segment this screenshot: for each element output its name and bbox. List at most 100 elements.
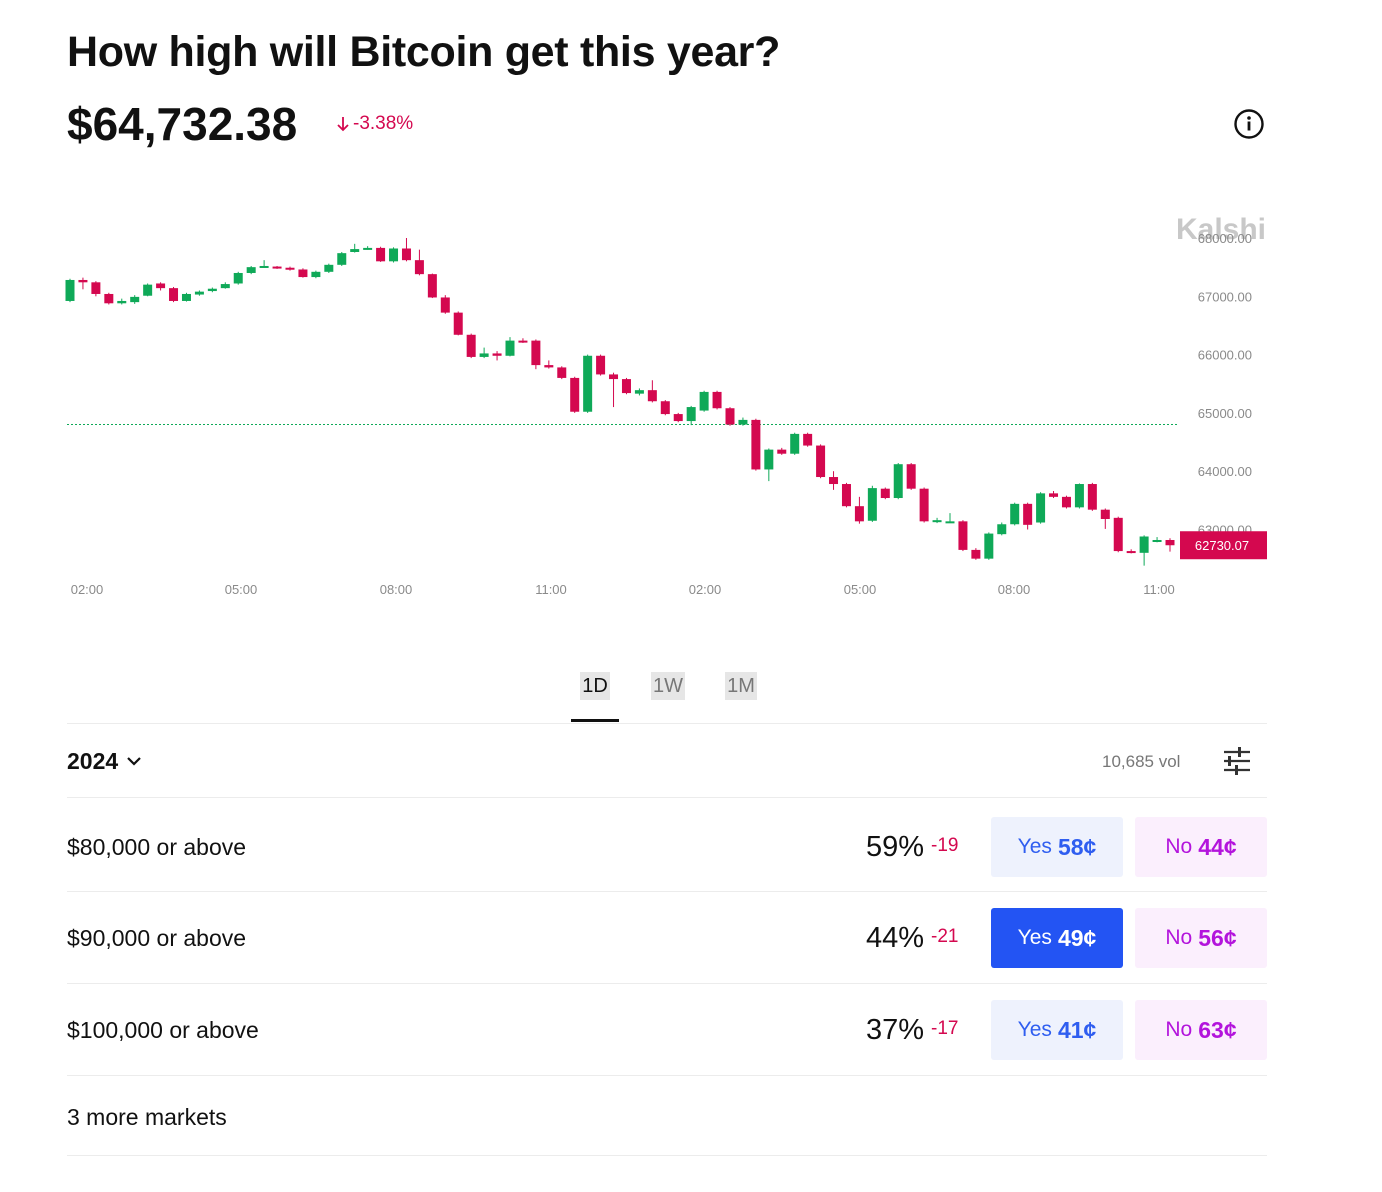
candle-body xyxy=(350,249,360,252)
candle-body xyxy=(130,296,140,303)
yes-label: Yes xyxy=(1017,926,1052,949)
yes-price: 41¢ xyxy=(1057,1016,1097,1043)
candle-body xyxy=(440,297,450,313)
candle-body xyxy=(117,300,127,304)
candle-body xyxy=(945,521,955,524)
candle-body xyxy=(777,449,787,454)
market-delta: -19 xyxy=(931,835,959,856)
candle-body xyxy=(686,407,696,422)
candle-body xyxy=(1139,536,1149,553)
market-delta: -17 xyxy=(931,1018,959,1039)
candle-body xyxy=(841,484,851,507)
candle-body xyxy=(207,288,217,292)
candle-body xyxy=(427,274,437,298)
divider xyxy=(67,797,1267,798)
candle-body xyxy=(932,520,942,523)
candle-body xyxy=(1010,503,1020,525)
candle-body xyxy=(1074,484,1084,508)
candle-body xyxy=(233,272,243,284)
candle-body xyxy=(596,355,606,375)
candle-body xyxy=(699,391,709,411)
candle-body xyxy=(1126,551,1136,554)
divider xyxy=(67,1155,1267,1156)
candle-body xyxy=(764,449,774,470)
candle-body xyxy=(1061,496,1071,508)
candle-body xyxy=(673,414,683,422)
candle-body xyxy=(647,390,657,402)
market-probability: 59% xyxy=(865,831,924,863)
sliders-icon[interactable] xyxy=(1222,746,1252,776)
candle-body xyxy=(712,391,722,409)
no-button[interactable]: No 44¢ xyxy=(1135,817,1267,877)
tab-1m[interactable]: 1M xyxy=(717,668,765,722)
no-button[interactable]: No 56¢ xyxy=(1135,908,1267,968)
no-button[interactable]: No 63¢ xyxy=(1135,1000,1267,1060)
yes-button[interactable]: Yes 49¢ xyxy=(991,908,1123,968)
x-tick-label: 05:00 xyxy=(844,582,877,597)
arrow-down-icon xyxy=(337,117,349,132)
y-tick-label: 68000.00 xyxy=(1198,231,1252,246)
x-tick-label: 11:00 xyxy=(535,582,567,597)
year-label: 2024 xyxy=(67,748,119,774)
candle-body xyxy=(389,248,399,262)
candle-body xyxy=(570,377,580,412)
candle-body xyxy=(1113,517,1123,552)
x-tick-label: 08:00 xyxy=(380,582,413,597)
candle-body xyxy=(492,353,502,356)
candle-body xyxy=(104,293,114,304)
no-price: 44¢ xyxy=(1198,833,1237,860)
candle-body xyxy=(583,355,593,412)
chevron-down-icon xyxy=(127,757,141,766)
no-price: 56¢ xyxy=(1198,924,1237,951)
tab-label: 1W xyxy=(651,672,685,700)
candle-body xyxy=(997,524,1007,535)
tab-1w[interactable]: 1W xyxy=(644,668,692,722)
info-icon[interactable] xyxy=(1233,108,1265,140)
time-range-tabs: 1D 1W 1M xyxy=(571,668,790,722)
market-row: $80,000 or above 59% -19 Yes 58¢ No 44¢ xyxy=(67,817,1267,877)
candle-body xyxy=(376,247,386,262)
candle-body xyxy=(156,283,166,289)
market-label: $80,000 or above xyxy=(67,834,247,860)
x-tick-label: 02:00 xyxy=(689,582,722,597)
divider xyxy=(67,983,1267,984)
market-label: $100,000 or above xyxy=(67,1017,259,1043)
candle-body xyxy=(1049,493,1059,497)
yes-label: Yes xyxy=(1017,835,1052,858)
candle-body xyxy=(1036,493,1046,523)
candle-body xyxy=(544,365,554,368)
y-tick-label: 66000.00 xyxy=(1198,348,1252,363)
current-price-label: 62730.07 xyxy=(1195,538,1249,553)
candle-body xyxy=(1100,509,1110,520)
candle-body xyxy=(958,521,968,550)
tab-1d[interactable]: 1D xyxy=(571,668,619,722)
market-row: $100,000 or above 37% -17 Yes 41¢ No 63¢ xyxy=(67,1000,1267,1060)
divider xyxy=(67,723,1267,724)
candle-body xyxy=(531,340,541,366)
yes-button[interactable]: Yes 58¢ xyxy=(991,817,1123,877)
more-markets-link[interactable]: 3 more markets xyxy=(67,1104,227,1130)
market-row: $90,000 or above 44% -21 Yes 49¢ No 56¢ xyxy=(67,908,1267,968)
no-label: No xyxy=(1165,1018,1193,1041)
candle-body xyxy=(324,264,334,272)
candle-body xyxy=(1152,539,1162,542)
year-selector[interactable]: 2024 xyxy=(67,746,144,776)
yes-label: Yes xyxy=(1017,1018,1052,1041)
candle-body xyxy=(246,267,256,273)
candle-body xyxy=(634,390,644,394)
yes-button[interactable]: Yes 41¢ xyxy=(991,1000,1123,1060)
page-title: How high will Bitcoin get this year? xyxy=(67,28,781,76)
candle-body xyxy=(453,312,463,335)
candle-body xyxy=(78,279,88,283)
tab-label: 1M xyxy=(725,672,757,700)
candle-body xyxy=(272,266,282,269)
candle-body xyxy=(906,464,916,489)
x-tick-label: 08:00 xyxy=(998,582,1031,597)
candle-body xyxy=(220,284,230,289)
candle-body xyxy=(971,549,981,559)
candle-body xyxy=(181,293,191,301)
candle-body xyxy=(621,379,631,394)
candle-body xyxy=(285,267,295,270)
candle-body xyxy=(893,464,903,499)
